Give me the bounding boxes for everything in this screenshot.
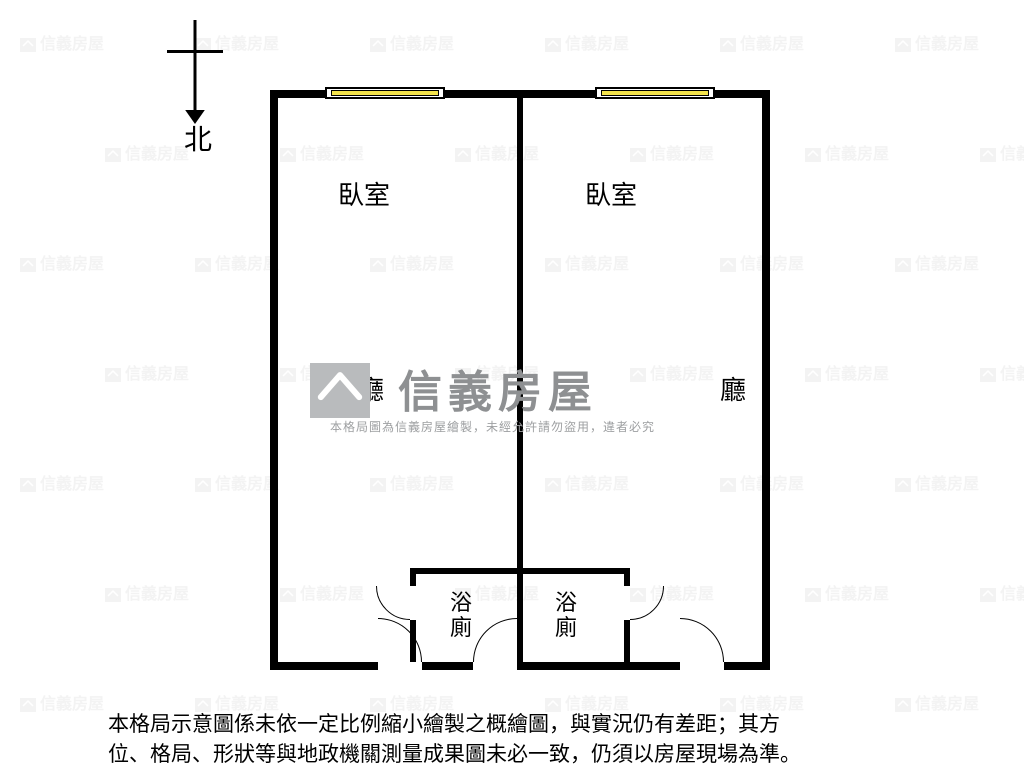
bathroom-left-label: 浴廁 bbox=[450, 590, 472, 641]
wall-segment bbox=[517, 662, 680, 670]
door-swing bbox=[378, 618, 422, 662]
door-swing bbox=[630, 586, 664, 620]
brand-watermark-text: 信義房屋 bbox=[398, 356, 598, 420]
window bbox=[325, 87, 445, 99]
disclaimer-line-2: 位、格局、形狀等與地政機關測量成果圖未必一致，仍須以房屋現場為準。 bbox=[108, 740, 801, 768]
wall-segment bbox=[762, 90, 770, 670]
door-swing bbox=[680, 618, 724, 662]
wall-segment bbox=[624, 620, 630, 662]
bedroom-right-label: 臥室 bbox=[585, 175, 637, 212]
door-swing bbox=[376, 586, 410, 620]
wall-segment bbox=[270, 662, 378, 670]
window bbox=[595, 87, 715, 99]
brand-logo-icon bbox=[310, 363, 370, 423]
brand-watermark-subtitle: 本格局圖為信義房屋繪製，未經允許請勿盜用，違者必究 bbox=[330, 418, 655, 435]
disclaimer-line-1: 本格局示意圖係未依一定比例縮小繪製之概繪圖，與實況仍有差距；其方 bbox=[108, 710, 801, 740]
floorplan-stage: 信義房屋信義房屋信義房屋信義房屋信義房屋信義房屋信義房屋信義房屋信義房屋信義房屋… bbox=[0, 0, 1024, 768]
wall-segment bbox=[624, 568, 630, 586]
wall-segment bbox=[410, 568, 630, 574]
wall-segment bbox=[270, 90, 278, 670]
north-label: 北 bbox=[184, 118, 212, 158]
bathroom-right-label: 浴廁 bbox=[555, 590, 577, 641]
wall-segment bbox=[724, 662, 770, 670]
bedroom-left-label: 臥室 bbox=[338, 175, 390, 212]
compass-arrow-icon bbox=[157, 20, 233, 130]
wall-segment bbox=[422, 662, 473, 670]
disclaimer-text: 本格局示意圖係未依一定比例縮小繪製之概繪圖，與實況仍有差距；其方 位、格局、形狀… bbox=[108, 710, 801, 768]
door-swing bbox=[473, 618, 517, 662]
wall-segment bbox=[410, 568, 416, 586]
hall-right-label: 廳 bbox=[720, 370, 746, 407]
